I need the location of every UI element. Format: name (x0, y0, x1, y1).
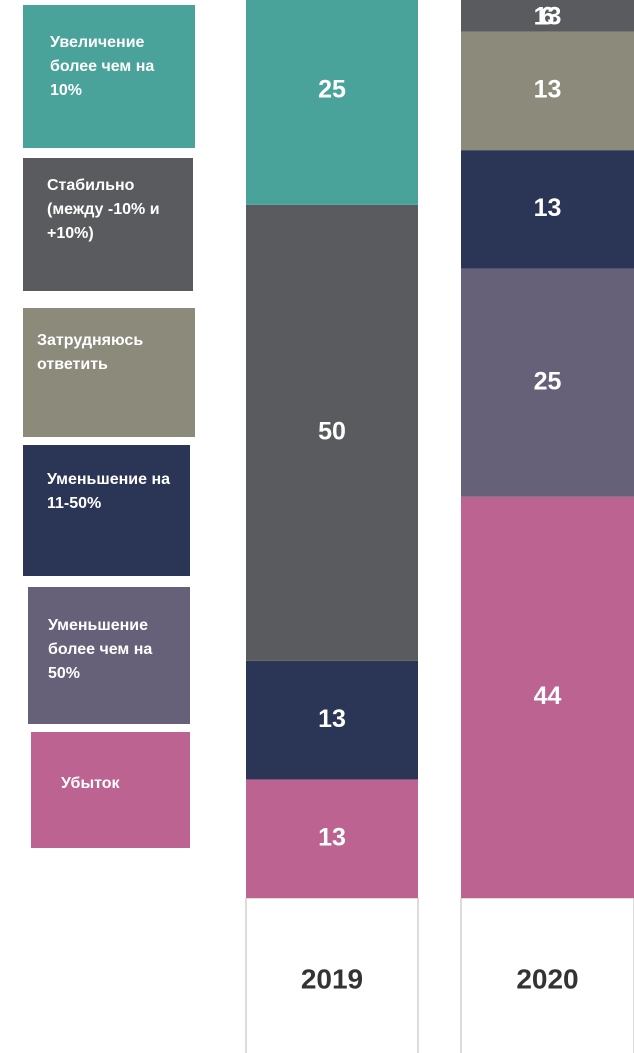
data-label: 13 (318, 705, 346, 733)
data-label: 6 (541, 3, 555, 31)
data-label: 25 (318, 75, 346, 103)
legend-swatch (31, 732, 190, 848)
data-label: 25 (534, 367, 562, 395)
bar-segment (461, 150, 634, 269)
data-label: 13 (534, 75, 562, 103)
bar-segment (246, 204, 418, 661)
data-label: 44 (534, 682, 562, 710)
bar-segment (246, 660, 418, 780)
category-label: 2020 (516, 963, 578, 994)
legend-label: Затрудняюсь ответить (37, 332, 144, 373)
data-label: 50 (318, 417, 346, 445)
bar-segment (246, 0, 418, 205)
bar-segment (461, 0, 634, 32)
bar-segment (461, 496, 634, 898)
legend-label: Стабильно (между -10% и +10%) (47, 177, 160, 242)
legend-swatch (23, 445, 190, 576)
legend-swatch (23, 308, 195, 437)
bar-segment (246, 779, 418, 898)
category-label: 2019 (301, 963, 363, 994)
data-label: 13 (534, 3, 562, 31)
legend-swatch (23, 158, 193, 291)
data-label: 13 (534, 194, 562, 222)
legend-label: Убыток (61, 775, 120, 792)
legend-label: Уменьшение более чем на 50% (48, 617, 153, 682)
bar-segment (461, 31, 634, 151)
legend-swatch (28, 587, 190, 724)
data-label: 13 (318, 823, 346, 851)
legend-swatch (23, 5, 195, 148)
bar-segment (461, 268, 634, 497)
legend-label: Уменьшение на 11-50% (47, 471, 171, 512)
legend-label: Увеличение более чем на 10% (50, 34, 155, 99)
